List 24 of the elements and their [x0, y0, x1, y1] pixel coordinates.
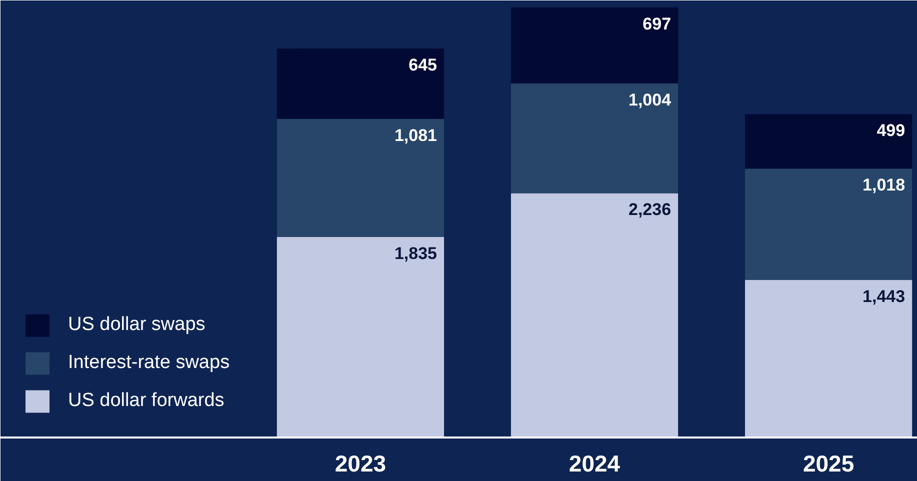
x-tick-label: 2023 [334, 450, 386, 476]
data-label: 645 [408, 55, 438, 74]
data-label: 1,004 [628, 90, 672, 110]
bar [276, 118, 444, 238]
data-label: 2,236 [628, 200, 672, 220]
bar [276, 48, 444, 119]
bar [510, 193, 678, 438]
legend-label: US dollar swaps [68, 314, 206, 336]
data-label: 1,443 [862, 286, 906, 306]
data-label: 697 [642, 14, 672, 34]
x-tick-label: 2025 [802, 450, 854, 476]
bar [510, 84, 678, 194]
data-label: 1,018 [862, 176, 906, 195]
x-tick-label: 2024 [568, 450, 620, 476]
legend-label: Interest-rate swaps [68, 352, 230, 374]
bar [510, 7, 678, 84]
legend-label: US dollar forwards [68, 390, 224, 412]
bar [745, 280, 912, 438]
bar [745, 114, 912, 169]
bar [276, 237, 444, 438]
data-label: 499 [876, 121, 906, 140]
data-label: 1,081 [394, 126, 438, 145]
bar [745, 168, 912, 280]
data-label: 1,835 [394, 244, 438, 264]
